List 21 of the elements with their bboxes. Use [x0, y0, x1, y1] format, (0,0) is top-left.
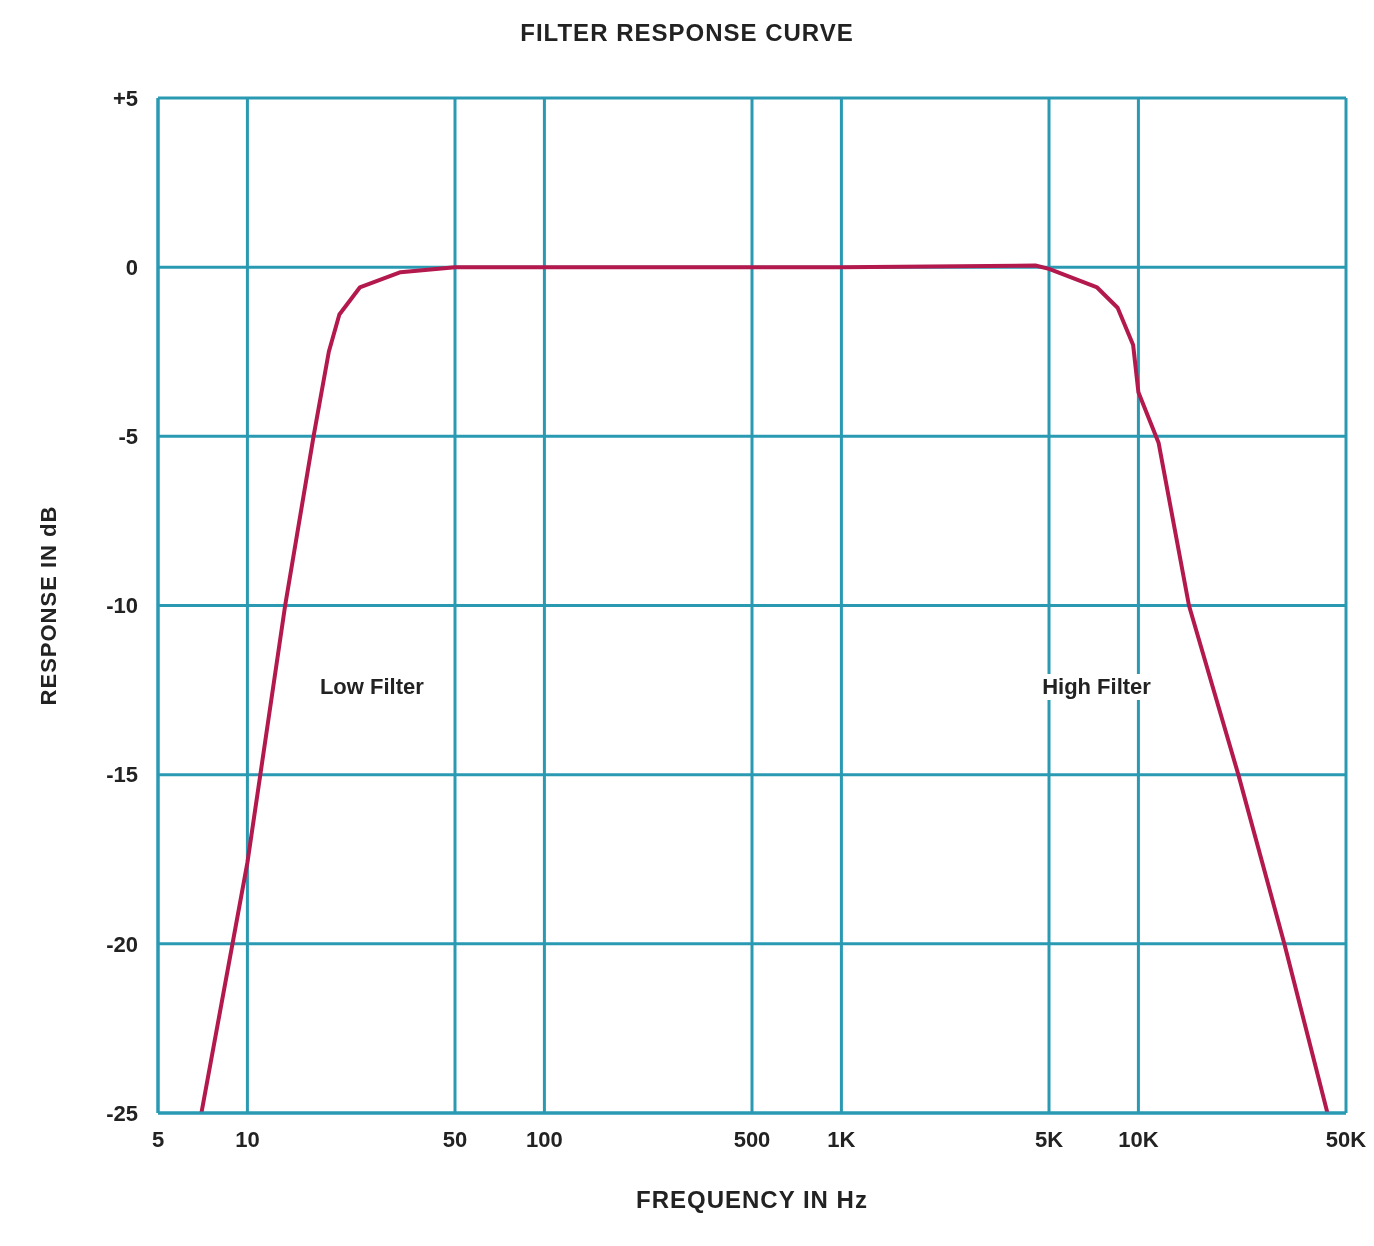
y-tick-label: +5	[112, 85, 138, 111]
x-tick-label: 10	[235, 1126, 260, 1152]
x-tick-label: 50	[442, 1126, 468, 1152]
x-tick-label: 500	[733, 1126, 771, 1152]
chart-title: FILTER RESPONSE CURVE	[519, 18, 855, 48]
y-axis-title: RESPONSE IN dB	[35, 505, 61, 706]
x-tick-label: 10K	[1118, 1126, 1159, 1152]
x-tick-label: 100	[526, 1126, 563, 1152]
x-tick-label: 5K	[1034, 1126, 1064, 1152]
annotation: High Filter	[1038, 673, 1155, 700]
x-tick-label: 50K	[1325, 1126, 1367, 1152]
x-tick-label: 5	[151, 1126, 165, 1152]
y-tick-label: -15	[106, 762, 138, 788]
x-axis-title: FREQUENCY IN Hz	[636, 1186, 868, 1213]
y-tick-label: -10	[106, 593, 138, 619]
y-tick-label: -5	[118, 424, 138, 450]
annotation: Low Filter	[315, 673, 428, 700]
y-tick-label: 0	[125, 254, 138, 280]
y-tick-label: -20	[106, 931, 138, 957]
x-tick-label: 1K	[827, 1126, 856, 1152]
y-tick-label: -25	[106, 1100, 138, 1126]
